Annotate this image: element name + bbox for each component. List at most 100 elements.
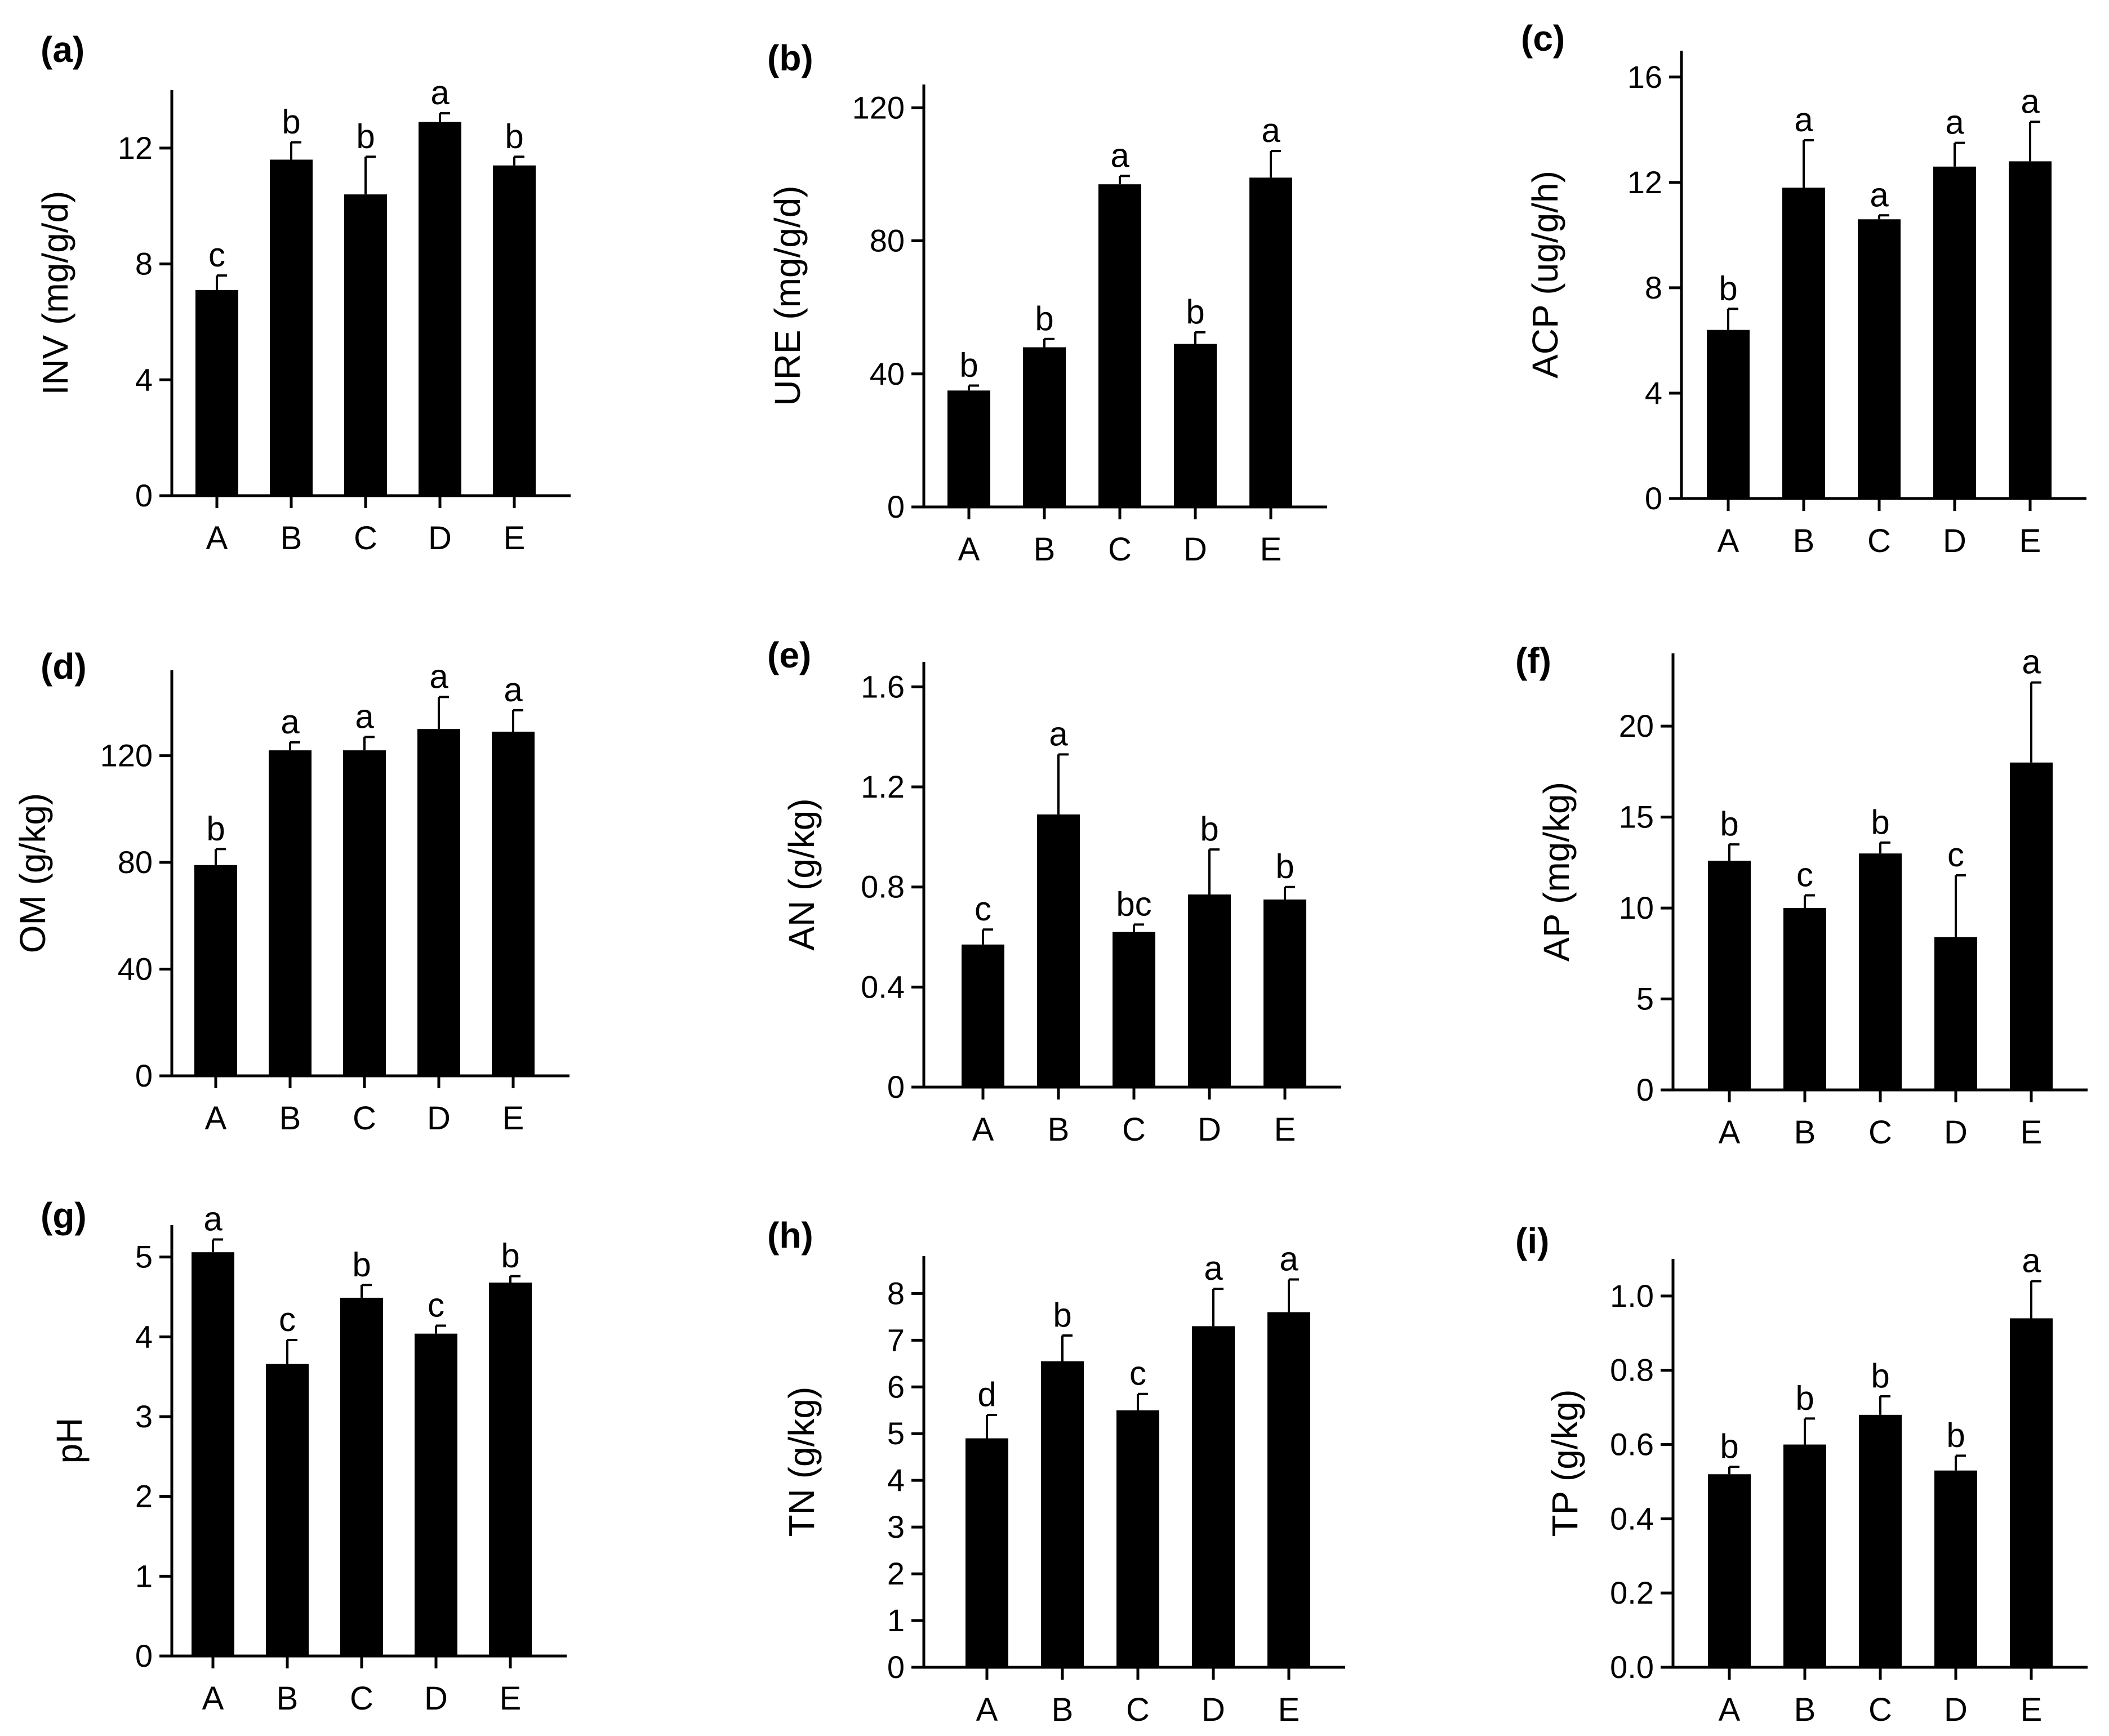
y-tick-label: 40	[118, 951, 153, 987]
significance-letter: c	[1796, 856, 1813, 893]
y-tick-label: 4	[1645, 375, 1662, 411]
significance-letter: b	[1871, 1357, 1889, 1395]
x-tick-label: B	[1794, 1692, 1816, 1728]
bar-D	[419, 122, 461, 496]
bar-B	[1041, 1361, 1084, 1667]
significance-letter: a	[1049, 715, 1068, 753]
significance-letter: b	[1719, 269, 1737, 307]
significance-letter: a	[430, 74, 450, 112]
x-tick-label: C	[1122, 1111, 1146, 1148]
significance-letter: b	[1946, 1416, 1965, 1454]
chart-panel-4: (d) OM (g/kg) 0 40 80 120 Ab Ba Ca Da Ea	[12, 646, 569, 1137]
x-tick-label: D	[427, 1100, 451, 1137]
x-tick-label: B	[1794, 1114, 1816, 1151]
y-tick-label: 120	[100, 738, 153, 773]
y-tick-label: 0.8	[1610, 1352, 1654, 1388]
significance-letter: b	[1871, 803, 1889, 841]
x-tick-label: E	[500, 1680, 522, 1717]
x-tick-label: A	[972, 1111, 994, 1148]
y-tick-label: 0.4	[1610, 1501, 1654, 1536]
y-tick-label: 12	[118, 130, 153, 166]
y-tick-label: 5	[1636, 981, 1654, 1017]
bar-A	[195, 290, 238, 496]
bar-B	[266, 1364, 309, 1656]
bar-B	[1783, 908, 1826, 1090]
bar-C	[1859, 1414, 1902, 1667]
y-tick-label: 1.6	[861, 669, 905, 704]
significance-letter: b	[1720, 805, 1738, 843]
y-tick-label: 1	[135, 1558, 153, 1593]
x-tick-label: D	[1198, 1111, 1221, 1148]
chart-panel-2: (b) URE (mg/g/d) 0 40 80 120 Ab Bb Ca Db Ea	[767, 38, 1327, 568]
x-tick-label: C	[1108, 531, 1132, 568]
bar-E	[489, 1283, 532, 1656]
bar-B	[269, 750, 312, 1076]
significance-letter: a	[2022, 1242, 2041, 1280]
y-axis-label: pH	[49, 1418, 90, 1464]
bar-A	[947, 390, 990, 507]
significance-letter: a	[1204, 1249, 1223, 1287]
y-tick-label: 0.2	[1610, 1575, 1654, 1610]
bar-D	[1174, 344, 1217, 507]
x-tick-label: A	[1719, 1114, 1741, 1151]
bar-B	[270, 159, 313, 496]
significance-letter: bc	[1116, 885, 1151, 923]
y-tick-label: 20	[1619, 708, 1654, 744]
significance-letter: c	[279, 1301, 296, 1338]
chart-panel-6: (f) AP (mg/kg) 0 5 10 15 20 Ab Bc Cb Dc Ea	[1515, 640, 2088, 1151]
y-tick-label: 8	[1645, 270, 1662, 305]
y-axis-label: URE (mg/g/d)	[767, 185, 808, 406]
significance-letter: b	[1720, 1427, 1738, 1465]
bar-C	[1113, 932, 1155, 1087]
x-tick-label: E	[504, 520, 526, 557]
y-tick-label: 12	[1627, 164, 1662, 200]
chart-panel-9: (i) TP (g/kg) 0.0 0.2 0.4 0.6 0.8 1.0 Ab Bb Cb Db Ea	[1515, 1221, 2088, 1728]
bar-C	[343, 750, 386, 1076]
y-tick-label: 3	[887, 1509, 905, 1544]
significance-letter: a	[1945, 104, 1964, 141]
bar-C	[1116, 1410, 1159, 1667]
panel-letter: (h)	[767, 1215, 813, 1256]
bar-C	[1859, 853, 1902, 1090]
y-tick-label: 7	[887, 1322, 905, 1357]
bar-E	[1267, 1312, 1310, 1667]
y-axis-label: AN (g/kg)	[781, 798, 822, 950]
significance-letter: c	[975, 890, 991, 928]
x-tick-label: D	[1202, 1692, 1225, 1728]
y-tick-label: 4	[135, 362, 153, 397]
y-axis-label: AP (mg/kg)	[1536, 782, 1577, 962]
x-tick-label: E	[1278, 1692, 1300, 1728]
significance-letter: a	[203, 1200, 223, 1238]
x-tick-label: A	[202, 1680, 224, 1717]
x-tick-label: B	[1793, 523, 1815, 559]
significance-letter: a	[2021, 82, 2040, 120]
bar-D	[417, 729, 460, 1076]
panel-letter: (d)	[41, 646, 87, 687]
x-tick-label: E	[1274, 1111, 1296, 1148]
x-tick-label: C	[354, 520, 377, 557]
x-tick-label: A	[1718, 523, 1739, 559]
significance-letter: a	[1110, 136, 1129, 174]
significance-letter: b	[1795, 1379, 1814, 1417]
significance-letter: c	[1947, 836, 1964, 874]
y-tick-label: 0	[135, 478, 153, 513]
significance-letter: b	[1035, 300, 1053, 337]
significance-letter: b	[501, 1237, 519, 1275]
y-tick-label: 0	[135, 1058, 153, 1093]
y-tick-label: 80	[118, 844, 153, 880]
y-tick-label: 4	[135, 1319, 153, 1354]
bar-C	[1098, 184, 1141, 507]
significance-letter: a	[355, 697, 374, 735]
y-tick-label: 6	[887, 1369, 905, 1404]
chart-panel-1: (a) INV (mg/g/d) 0 4 8 12 Ac Bb Cb Da Eb	[35, 29, 571, 557]
bar-B	[1782, 188, 1825, 498]
significance-letter: b	[1053, 1296, 1071, 1334]
significance-letter: c	[428, 1287, 444, 1324]
chart-panel-7: (g) pH 0 1 2 3 4 5 Aa Bc Cb Dc Eb	[41, 1195, 567, 1717]
bar-E	[1249, 177, 1292, 507]
x-tick-label: B	[279, 1100, 301, 1137]
x-tick-label: C	[1126, 1692, 1150, 1728]
y-tick-label: 1.0	[1610, 1278, 1654, 1314]
significance-letter: a	[1261, 112, 1280, 149]
significance-letter: a	[2022, 643, 2041, 681]
